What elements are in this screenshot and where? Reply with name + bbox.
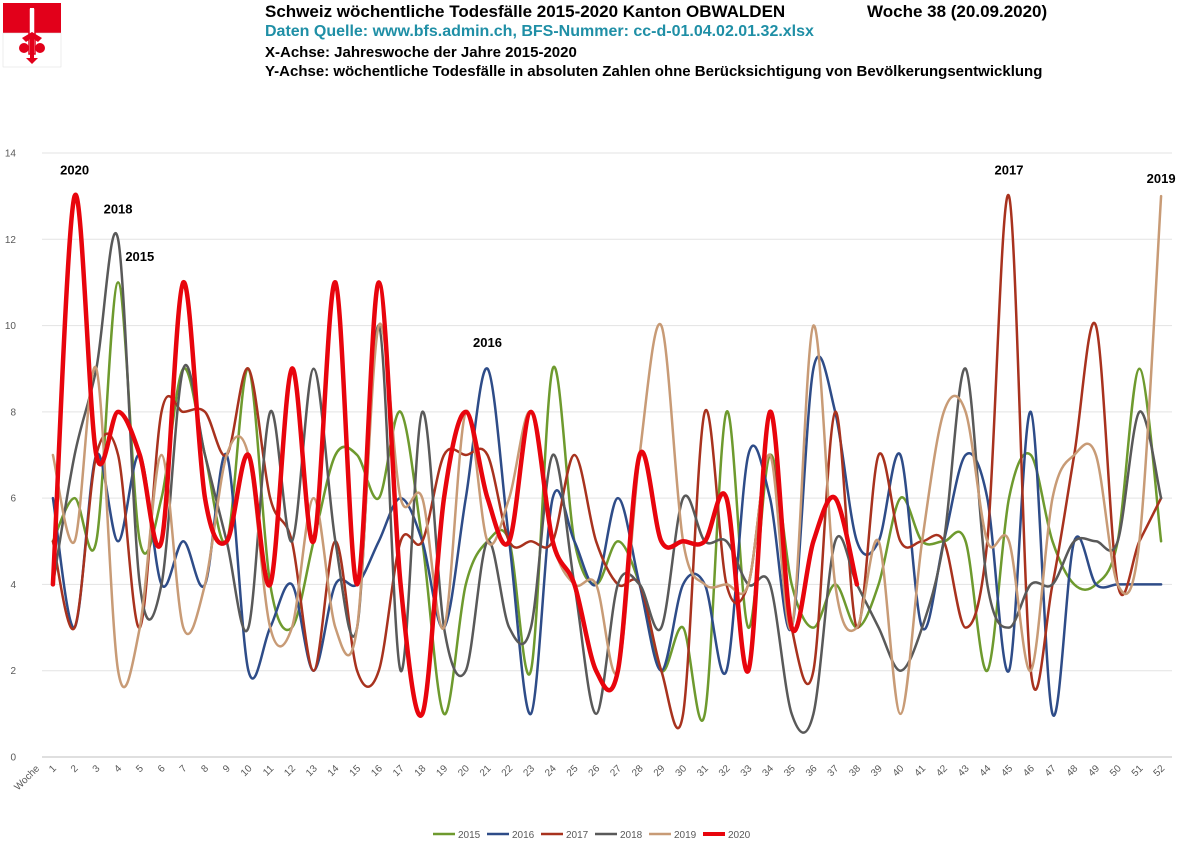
- legend-label: 2016: [512, 830, 535, 841]
- legend-label: 2018: [620, 830, 643, 841]
- y-tick-label: 12: [5, 235, 17, 246]
- x-tick-label: 42: [934, 763, 950, 779]
- x-tick-label: 16: [369, 763, 385, 779]
- x-tick-label: 37: [826, 763, 842, 779]
- x-tick-label: 21: [478, 763, 494, 779]
- x-axis-ticks: Woche 1 2 3 4 5 6 7 8 9 10 11 12 13 14 15 16 17 18 19 20 21 22…: [12, 763, 1167, 793]
- x-tick-label: 2: [69, 763, 81, 775]
- y-tick-label: 4: [10, 580, 16, 591]
- x-tick-label: 8: [199, 763, 211, 775]
- legend: 2015 2016 2017 2018 2019 2020: [433, 830, 751, 841]
- x-tick-label: 14: [326, 763, 342, 779]
- x-tick-label: 20: [456, 763, 472, 779]
- annotation-label: 2020: [60, 163, 89, 178]
- x-tick-label: 6: [156, 763, 168, 775]
- x-tick-label: 12: [282, 763, 298, 779]
- series-line-2020: [50, 192, 860, 718]
- legend-label: 2017: [566, 830, 589, 841]
- gridlines: [42, 152, 1172, 758]
- x-tick-label: 25: [565, 763, 581, 779]
- x-tick-label: 19: [434, 763, 450, 779]
- x-tick-label: 34: [760, 763, 776, 779]
- x-tick-label: 36: [804, 763, 820, 779]
- x-tick-label: 15: [348, 763, 364, 779]
- x-tick-label: 7: [178, 763, 190, 775]
- x-tick-label: 49: [1086, 763, 1102, 779]
- legend-label: 2019: [674, 830, 697, 841]
- legend-label: 2020: [728, 830, 751, 841]
- y-tick-label: 2: [10, 666, 16, 677]
- x-tick-label: 10: [239, 763, 255, 779]
- x-tick-label: 26: [587, 763, 603, 779]
- x-tick-label: 4: [112, 763, 124, 775]
- legend-label: 2015: [458, 830, 481, 841]
- x-tick-label: 17: [391, 763, 407, 779]
- x-tick-label: 52: [1152, 763, 1168, 779]
- series-lines: [50, 192, 1163, 734]
- annotation-label: 2016: [473, 335, 502, 350]
- annotation-label: 2018: [104, 201, 133, 216]
- x-tick-label: 39: [869, 763, 885, 779]
- annotation-label: 2015: [125, 249, 154, 264]
- x-tick-label: 23: [521, 763, 537, 779]
- x-tick-label: 45: [999, 763, 1015, 779]
- x-tick-label: 30: [674, 763, 690, 779]
- x-tick-label: 51: [1130, 763, 1146, 779]
- x-tick-label: 41: [913, 763, 929, 779]
- y-tick-label: 0: [10, 753, 16, 764]
- annotation-label: 2019: [1147, 171, 1176, 186]
- y-tick-label: 14: [5, 149, 17, 160]
- y-tick-label: 6: [10, 494, 16, 505]
- annotation-label: 2017: [995, 163, 1024, 178]
- x-tick-label: 9: [221, 763, 233, 775]
- x-tick-label: 28: [630, 763, 646, 779]
- week-label: Woche 38 (20.09.2020): [867, 2, 1048, 21]
- x-tick-label: 40: [891, 763, 907, 779]
- x-tick-label: 32: [717, 763, 733, 779]
- data-source: Daten Quelle: www.bfs.admin.ch, BFS-Numm…: [265, 23, 814, 40]
- x-tick-label: 47: [1043, 763, 1059, 779]
- y-axis-description: Y-Achse: wöchentliche Todesfälle in abso…: [265, 63, 1043, 80]
- x-tick-label: 27: [608, 763, 624, 779]
- x-tick-label: 50: [1108, 763, 1124, 779]
- canton-obwalden-coat-of-arms-icon: [2, 2, 62, 68]
- x-tick-label: 3: [91, 763, 103, 775]
- series-line-2016: [51, 355, 1163, 717]
- x-tick-label: 35: [782, 763, 798, 779]
- x-tick-label: 18: [413, 763, 429, 779]
- x-tick-label: 33: [739, 763, 755, 779]
- x-tick-label: 1: [47, 763, 59, 775]
- x-tick-label: 5: [134, 763, 146, 775]
- y-tick-label: 10: [5, 321, 17, 332]
- x-tick-label: 11: [261, 763, 276, 778]
- x-tick-label: 44: [978, 763, 994, 779]
- series-line-2017: [51, 193, 1163, 730]
- annotations: 2020 2018 2015 2016 2017 2019: [60, 163, 1175, 351]
- chart-title: Schweiz wöchentliche Todesfälle 2015-202…: [265, 2, 786, 21]
- x-tick-label: 46: [1021, 763, 1037, 779]
- x-tick-label: 13: [304, 763, 320, 779]
- x-tick-label: 31: [695, 763, 711, 779]
- x-tick-label: 48: [1065, 763, 1081, 779]
- x-axis-label: Woche: [12, 763, 42, 793]
- y-axis-ticks: 0 2 4 6 8 10 12 14: [5, 149, 17, 764]
- x-tick-label: 43: [956, 763, 972, 779]
- series-line-2019: [51, 194, 1163, 716]
- x-tick-label: 29: [652, 763, 668, 779]
- y-tick-label: 8: [10, 407, 16, 418]
- x-axis-description: X-Achse: Jahreswoche der Jahre 2015-2020: [265, 44, 577, 61]
- x-tick-label: 22: [500, 763, 516, 779]
- x-tick-label: 38: [847, 763, 863, 779]
- x-tick-label: 24: [543, 763, 559, 779]
